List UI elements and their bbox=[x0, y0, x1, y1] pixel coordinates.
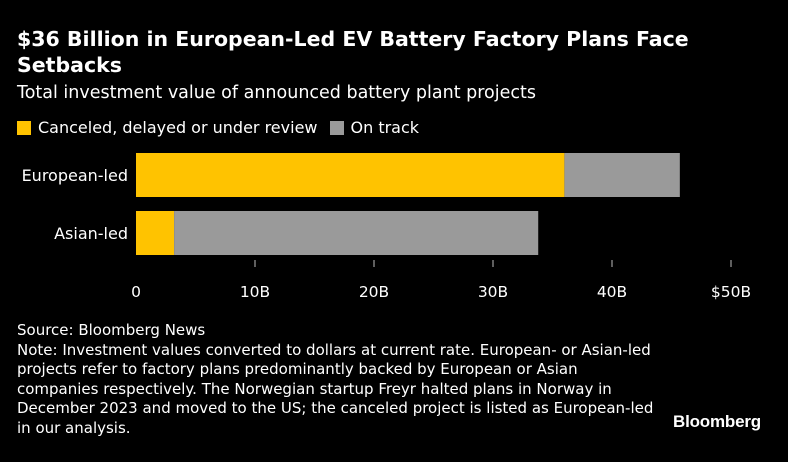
bar-european-led-on-track bbox=[564, 153, 680, 197]
x-tick-label: 30B bbox=[478, 283, 508, 301]
category-label-asian-led: Asian-led bbox=[54, 224, 128, 243]
chart-subtitle: Total investment value of announced batt… bbox=[17, 83, 536, 103]
bar-asian-led-canceled bbox=[136, 211, 175, 255]
legend-swatch-canceled bbox=[17, 121, 31, 135]
legend-label-on-track: On track bbox=[350, 118, 420, 137]
source-text: Source: Bloomberg News bbox=[17, 321, 206, 339]
x-tick-label: $50B bbox=[711, 283, 751, 301]
legend-item-canceled: Canceled, delayed or under review bbox=[17, 117, 318, 139]
bloomberg-logo: Bloomberg bbox=[673, 412, 761, 431]
x-tick-label: 20B bbox=[359, 283, 389, 301]
x-tick-label: 40B bbox=[597, 283, 627, 301]
chart-legend: Canceled, delayed or under review On tra… bbox=[17, 117, 431, 139]
chart-source: Source: Bloomberg News Note: Investment … bbox=[17, 321, 657, 438]
legend-item-on-track: On track bbox=[329, 117, 420, 139]
bar-european-led-canceled bbox=[136, 153, 565, 197]
x-tick-label: 10B bbox=[240, 283, 270, 301]
bar-chart: European-led Asian-led 0 10B 20B 30B 40B $50B bbox=[22, 153, 751, 301]
bar-asian-led-on-track bbox=[174, 211, 539, 255]
note-text: Note: Investment values converted to dol… bbox=[17, 340, 654, 437]
legend-label-canceled: Canceled, delayed or under review bbox=[38, 118, 318, 137]
legend-swatch-on-track bbox=[329, 121, 344, 135]
x-tick-label: 0 bbox=[131, 283, 141, 301]
chart-title: $36 Billion in European-Led EV Battery F… bbox=[17, 27, 689, 77]
category-label-european-led: European-led bbox=[22, 166, 128, 185]
